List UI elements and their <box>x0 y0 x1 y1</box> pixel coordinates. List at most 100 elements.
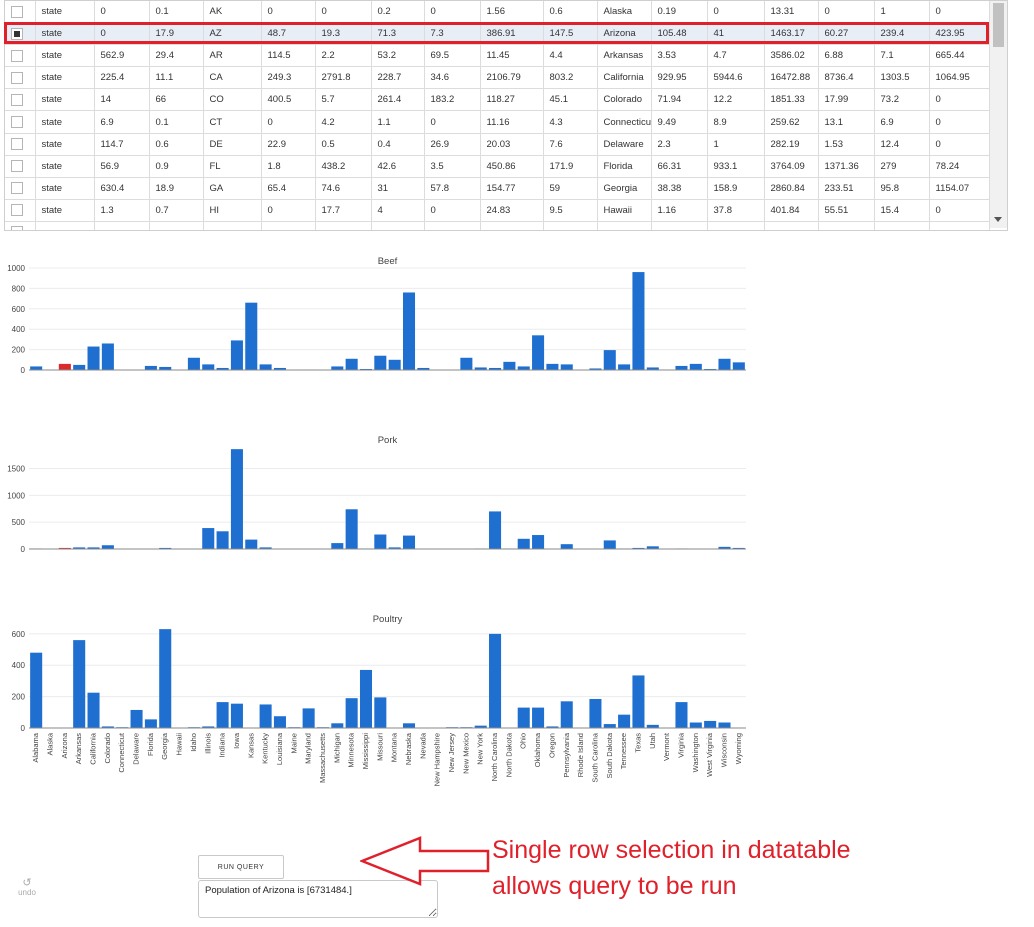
bar-michigan[interactable] <box>331 543 344 549</box>
bar-florida[interactable] <box>144 719 157 728</box>
bar-kansas[interactable] <box>245 539 258 549</box>
bar-oregon[interactable] <box>546 726 559 728</box>
bar-arizona[interactable] <box>58 363 71 370</box>
bar-missouri[interactable] <box>374 697 387 728</box>
bar-alabama[interactable] <box>30 366 43 370</box>
bar-illinois[interactable] <box>202 726 215 728</box>
bar-north-carolina[interactable] <box>489 633 502 728</box>
bar-california[interactable] <box>87 692 100 728</box>
table-row[interactable]: state 0 17.9 AZ 48.7 19.3 71.3 7.3 386.91 147.5 Ar… <box>5 22 990 46</box>
bar-georgia[interactable] <box>159 366 172 370</box>
bar-ohio[interactable] <box>517 707 530 728</box>
bar-south-dakota[interactable] <box>603 540 616 549</box>
bar-kentucky[interactable] <box>259 704 272 728</box>
table-row[interactable]: state 1.3 0.7 HI 0 17.7 4 0 24.83 9.5 Hawaii 1.16 37… <box>5 199 990 222</box>
bar-kentucky[interactable] <box>259 547 272 549</box>
bar-minnesota[interactable] <box>345 358 358 370</box>
query-output-textarea[interactable]: Population of Arizona is [6731484.] <box>198 880 438 918</box>
bar-utah[interactable] <box>646 546 659 549</box>
row-select-cell[interactable] <box>5 110 36 134</box>
bar-missouri[interactable] <box>374 534 387 549</box>
bar-new-york[interactable] <box>474 725 487 728</box>
bar-nevada[interactable] <box>417 367 430 370</box>
bar-arkansas[interactable] <box>73 547 86 549</box>
bar-minnesota[interactable] <box>345 698 358 728</box>
row-checkbox[interactable] <box>11 204 23 217</box>
bar-michigan[interactable] <box>331 723 344 728</box>
bar-california[interactable] <box>87 547 100 549</box>
bar-indiana[interactable] <box>216 367 229 370</box>
row-select-cell[interactable] <box>5 66 36 90</box>
bar-new-mexico[interactable] <box>460 357 473 370</box>
table-row[interactable] <box>5 221 990 230</box>
bar-michigan[interactable] <box>331 366 344 370</box>
table-row[interactable]: state 562.9 29.4 AR 114.5 2.2 53.2 69.5 11.45 4.4… <box>5 44 990 68</box>
row-select-cell[interactable] <box>5 133 36 156</box>
bar-kentucky[interactable] <box>259 364 272 370</box>
bar-new-york[interactable] <box>474 367 487 370</box>
bar-arkansas[interactable] <box>73 364 86 370</box>
bar-colorado[interactable] <box>101 726 114 728</box>
bar-minnesota[interactable] <box>345 509 358 549</box>
bar-virginia[interactable] <box>675 702 688 728</box>
scrollbar-thumb[interactable] <box>993 3 1004 47</box>
bar-nebraska[interactable] <box>402 723 416 728</box>
row-select-cell[interactable] <box>5 88 36 112</box>
bar-north-carolina[interactable] <box>489 511 502 549</box>
bar-utah[interactable] <box>646 724 659 728</box>
bar-iowa[interactable] <box>230 703 243 728</box>
table-row[interactable]: state 114.7 0.6 DE 22.9 0.5 0.4 26.9 20.03 7.6 Del… <box>5 133 990 156</box>
bar-wisconsin[interactable] <box>718 722 731 728</box>
row-checkbox[interactable] <box>11 160 23 173</box>
row-checkbox[interactable] <box>11 138 23 151</box>
row-checkbox[interactable] <box>11 93 23 106</box>
bar-georgia[interactable] <box>159 629 172 728</box>
bar-nebraska[interactable] <box>402 535 416 549</box>
table-row[interactable]: state 14 66 CO 400.5 5.7 261.4 183.2 118.27 45.1 C… <box>5 88 990 112</box>
bar-south-carolina[interactable] <box>589 368 602 370</box>
bar-idaho[interactable] <box>187 357 200 370</box>
row-checkbox[interactable] <box>11 49 23 62</box>
bar-north-carolina[interactable] <box>489 367 502 370</box>
bar-texas[interactable] <box>632 547 645 549</box>
table-row[interactable]: state 56.9 0.9 FL 1.8 438.2 42.6 3.5 450.86 171.9… <box>5 155 990 178</box>
bar-montana[interactable] <box>388 359 401 370</box>
bar-delaware[interactable] <box>130 709 143 728</box>
row-select-cell[interactable] <box>5 155 36 178</box>
row-select-cell[interactable] <box>5 177 36 200</box>
table-row[interactable]: state 630.4 18.9 GA 65.4 74.6 31 57.8 154.77 59 Ge… <box>5 177 990 200</box>
bar-colorado[interactable] <box>101 545 114 549</box>
bar-nebraska[interactable] <box>402 292 416 370</box>
row-select-cell[interactable] <box>5 199 36 222</box>
bar-south-carolina[interactable] <box>589 698 602 728</box>
bar-wisconsin[interactable] <box>718 546 731 549</box>
bar-oklahoma[interactable] <box>532 707 545 728</box>
bar-louisiana[interactable] <box>273 716 286 728</box>
table-scrollbar[interactable] <box>990 1 1007 228</box>
bar-kansas[interactable] <box>245 302 258 370</box>
bar-oklahoma[interactable] <box>532 535 545 549</box>
row-select-cell[interactable] <box>5 44 36 68</box>
bar-georgia[interactable] <box>159 547 172 549</box>
bar-indiana[interactable] <box>216 531 229 549</box>
bar-wisconsin[interactable] <box>718 358 731 370</box>
bar-mississippi[interactable] <box>359 669 373 728</box>
bar-iowa[interactable] <box>230 340 243 370</box>
bar-california[interactable] <box>87 346 100 370</box>
bar-north-dakota[interactable] <box>503 361 516 370</box>
scroll-down-arrow-icon[interactable] <box>994 217 1002 222</box>
bar-montana[interactable] <box>388 547 401 549</box>
bar-utah[interactable] <box>646 367 659 370</box>
bar-mississippi[interactable] <box>359 368 373 370</box>
bar-iowa[interactable] <box>230 449 243 549</box>
bar-oklahoma[interactable] <box>532 335 545 370</box>
bar-west-virginia[interactable] <box>704 720 717 728</box>
bar-illinois[interactable] <box>202 528 215 549</box>
bar-texas[interactable] <box>632 272 645 370</box>
bar-maryland[interactable] <box>302 708 315 728</box>
bar-west-virginia[interactable] <box>704 368 717 370</box>
row-checkbox[interactable] <box>11 182 23 195</box>
table-row[interactable]: state 225.4 11.1 CA 249.3 2791.8 228.7 34.6 2106… <box>5 66 990 90</box>
bar-alabama[interactable] <box>30 652 43 728</box>
bar-ohio[interactable] <box>517 538 530 549</box>
